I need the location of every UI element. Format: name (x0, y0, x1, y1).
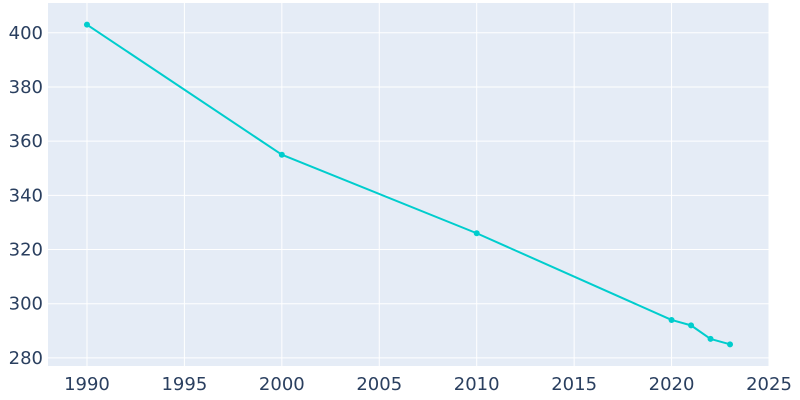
x-axis: 1990 1995 2000 2005 2010 2015 2020 2025 (64, 374, 792, 395)
x-tick-label-2015: 2015 (551, 374, 597, 395)
x-tick-label-1995: 1995 (161, 374, 207, 395)
y-axis: 280 300 320 340 360 380 400 (9, 23, 43, 369)
y-tick-label-280: 280 (9, 348, 43, 369)
x-tick-label-1990: 1990 (64, 374, 110, 395)
x-tick-label-2025: 2025 (746, 374, 792, 395)
data-point-2020[interactable] (668, 316, 675, 323)
y-tick-label-320: 320 (9, 240, 43, 261)
y-tick-label-300: 300 (9, 294, 43, 315)
y-tick-label-360: 360 (9, 131, 43, 152)
data-point-2021[interactable] (688, 322, 695, 329)
x-tick-label-2010: 2010 (454, 374, 500, 395)
y-tick-label-380: 380 (9, 77, 43, 98)
series-layer (83, 21, 734, 348)
x-gridlines (86, 3, 770, 366)
x-tick-label-2020: 2020 (649, 374, 695, 395)
y-tick-label-400: 400 (9, 23, 43, 44)
y-tick-label-340: 340 (9, 185, 43, 206)
data-point-2023[interactable] (727, 341, 734, 348)
y-gridlines (48, 32, 769, 359)
data-point-2010[interactable] (473, 230, 480, 237)
x-tick-label-2000: 2000 (259, 374, 305, 395)
data-point-2022[interactable] (707, 335, 714, 342)
x-tick-label-2005: 2005 (356, 374, 402, 395)
plot-area (48, 3, 769, 366)
data-point-1990[interactable] (83, 21, 90, 28)
data-point-2000[interactable] (278, 151, 285, 158)
